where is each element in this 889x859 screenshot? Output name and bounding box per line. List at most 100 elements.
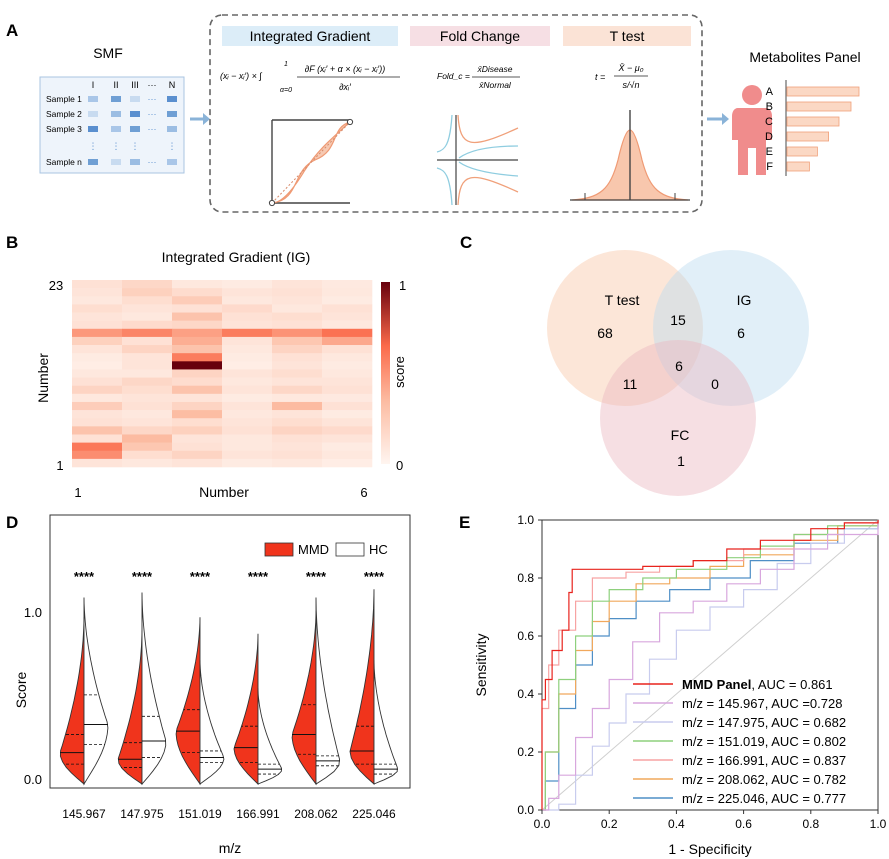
violin-hc — [141, 592, 167, 786]
roc-legend-label: MMD Panel, AUC = 0.861 — [682, 677, 833, 692]
panel-d: D **** **** **** **** **** **** 1.0 0.0 Score… — [6, 513, 411, 856]
heatmap-cell — [172, 336, 223, 346]
heatmap-cell — [272, 385, 323, 395]
colorbar-label: score — [392, 356, 407, 388]
heatmap-x-tick-right: 6 — [360, 485, 367, 500]
panel-item-bar — [786, 161, 810, 172]
roc-ticks: 0.0 0.2 0.4 0.6 0.8 1.0 0.0 0.2 0.4 0.6 0.8 1.0 — [517, 513, 886, 831]
heatmap-cell — [72, 369, 123, 378]
violin-x-tick: 151.019 — [178, 807, 222, 821]
heatmap-cell — [222, 296, 273, 305]
violin-plot-frame — [49, 514, 411, 789]
panel-item-label: F — [766, 161, 773, 173]
heatmap-cell — [322, 442, 373, 452]
heatmap-cell — [172, 442, 223, 452]
heatmap-cell — [72, 328, 123, 338]
violin-hc — [373, 660, 398, 785]
heatmap-grid — [72, 280, 373, 468]
smf-cell — [167, 96, 177, 102]
heatmap-cell — [222, 410, 273, 419]
heatmap-cell — [222, 320, 273, 330]
heatmap-cell — [172, 288, 223, 297]
heatmap-cell — [322, 377, 373, 386]
violin-plot-area: **** **** **** **** **** **** — [59, 569, 398, 786]
legend-hc-swatch — [335, 542, 365, 557]
heatmap-cell — [222, 304, 273, 313]
roc-curve — [542, 520, 879, 811]
violin-mmd — [117, 630, 143, 785]
panel-c: C T test IG FC 68 6 1 15 11 0 6 — [460, 233, 809, 496]
panel-item-bar — [786, 101, 852, 112]
legend-mmd-swatch — [264, 542, 294, 557]
heatmap-cell — [322, 280, 373, 289]
heatmap-cell — [272, 320, 323, 330]
smf-cell — [130, 111, 140, 117]
roc-x-tick: 0.0 — [534, 817, 551, 831]
legend-hc-label: HC — [369, 542, 388, 557]
heatmap-cell — [172, 304, 223, 313]
smf-cell — [88, 111, 98, 117]
heatmap-cell — [72, 320, 123, 330]
violin-x-tick: 145.967 — [62, 807, 106, 821]
heatmap-cell — [322, 393, 373, 403]
method-fc-label: Fold Change — [440, 28, 520, 44]
panel-label-d: D — [6, 513, 18, 532]
violin-mmd — [59, 617, 85, 785]
method-fc-bg — [410, 26, 550, 46]
smf-col-header: N — [169, 80, 176, 90]
heatmap-cell — [222, 450, 273, 460]
heatmap-cell — [272, 401, 323, 411]
smf-cell — [88, 96, 98, 102]
heatmap-cell — [172, 458, 223, 468]
panel-e: E 0.0 0.2 0.4 0.6 0.8 1.0 0.0 0.2 0.4 0.6 0.8 1.0 S… — [459, 513, 887, 857]
arrow-head-2 — [722, 113, 729, 125]
t-illustration — [570, 110, 690, 201]
heatmap-cell — [172, 450, 223, 460]
significance-marker: **** — [190, 569, 211, 584]
panel-item-label: A — [766, 86, 774, 98]
ig-top-edge — [272, 119, 351, 122]
heatmap-cell — [172, 434, 223, 443]
heatmap-cell — [222, 361, 273, 370]
heatmap-cell — [172, 280, 223, 289]
heatmap-cell — [222, 328, 273, 338]
heatmap-cell — [222, 336, 273, 346]
heatmap-cell — [272, 450, 323, 460]
heatmap-cell — [272, 280, 323, 289]
violin-mmd — [233, 633, 259, 786]
smf-cell — [88, 159, 98, 165]
smf-ellipsis: ··· — [148, 124, 157, 134]
roc-y-label: Sensitivity — [473, 633, 489, 696]
heatmap-cell — [322, 312, 373, 321]
smf-cell — [167, 126, 177, 132]
heatmap-cell — [172, 296, 223, 305]
smf-cell — [130, 126, 140, 132]
venn-count-fc-only: 1 — [677, 453, 685, 469]
venn-circle-ttest — [547, 250, 703, 406]
violin-x-tick: 225.046 — [352, 807, 396, 821]
heatmap-cell — [72, 361, 123, 370]
heatmap-cell — [272, 361, 323, 370]
formula-fc: Fold_c = x̄Disease x̄Normal — [437, 64, 520, 90]
significance-marker: **** — [74, 569, 95, 584]
heatmap-cell — [122, 345, 173, 354]
violin-hc — [199, 660, 225, 785]
heatmap-cell — [172, 401, 223, 411]
fc-curve-4 — [458, 145, 519, 159]
smf-row-label: Sample 3 — [46, 124, 82, 134]
heatmap-cell — [222, 345, 273, 354]
heatmap-cell — [72, 385, 123, 395]
fc-curve-2 — [457, 176, 519, 206]
smf-row-label: Sample 1 — [46, 94, 82, 104]
formula-t-left: t = — [595, 72, 605, 82]
smf-col-header: ··· — [148, 80, 157, 90]
fc-curve-5 — [458, 161, 519, 177]
panel-label-b: B — [6, 233, 18, 252]
significance-marker: **** — [306, 569, 327, 584]
heatmap-cell — [222, 434, 273, 443]
violin-x-tick: 208.062 — [294, 807, 338, 821]
violin-x-ticks: 145.967 147.975 151.019 166.991 208.062 225.0… — [62, 807, 396, 821]
heatmap-cell — [272, 296, 323, 305]
